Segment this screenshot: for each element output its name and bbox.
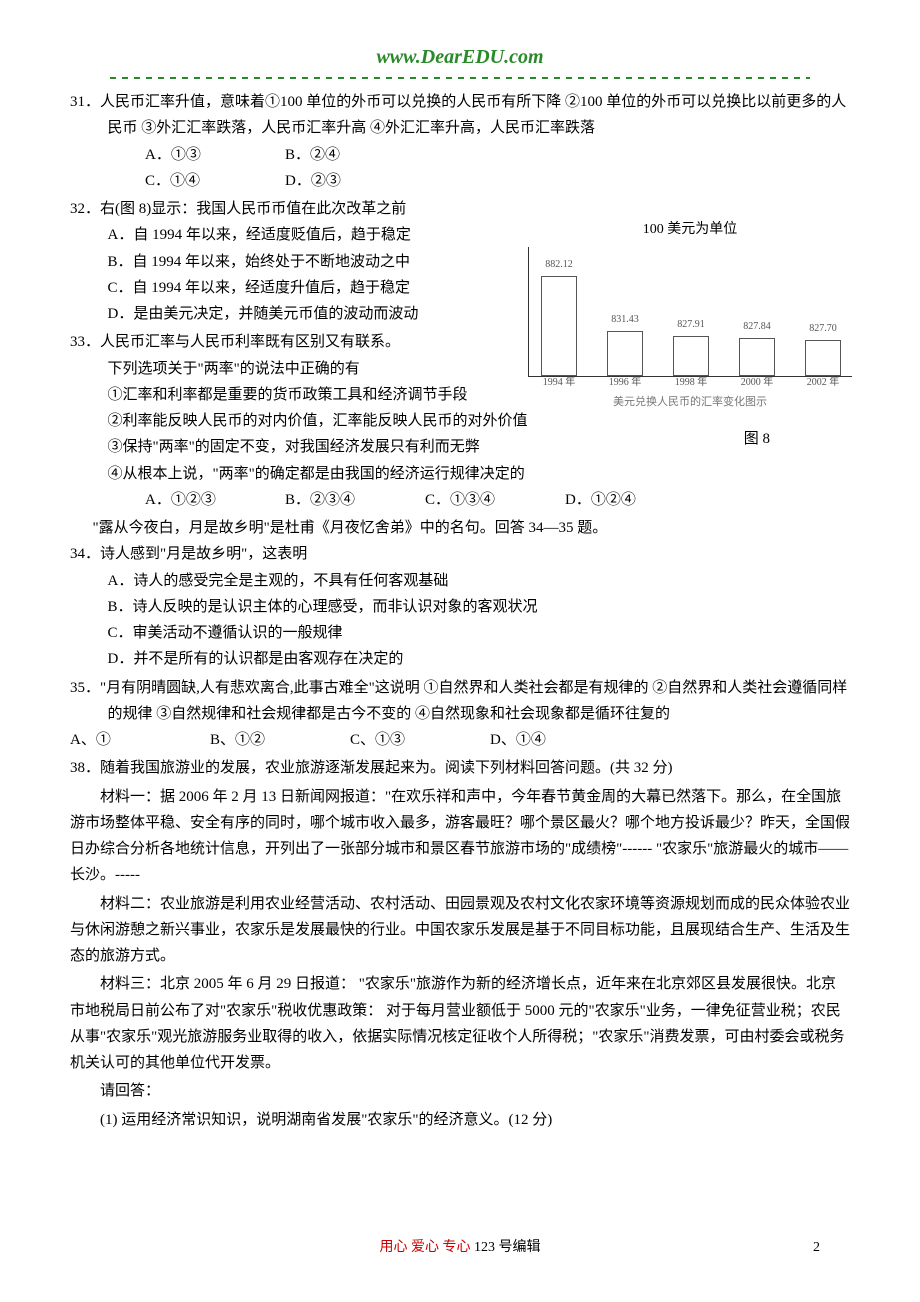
q31-options-row1: A．①③ B．②④ [70, 142, 850, 168]
q31-opt-a: A．①③ [145, 142, 285, 168]
chart-caption: 美元兑换人民币的汇率变化图示 [520, 393, 860, 412]
chart-bar-value: 827.91 [661, 316, 721, 334]
q32-opt-c: C．自 1994 年以来，经适度升值后，趋于稳定 [70, 275, 490, 301]
q38-sub1: (1) 运用经济常识知识，说明湖南省发展"农家乐"的经济意义。(12 分) [70, 1107, 850, 1133]
q35-stem: 35．"月有阴晴圆缺,人有悲欢离合,此事古难全"这说明 ①自然界和人类社会都是有… [70, 675, 850, 728]
footer-red-text: 用心 爱心 专心 [380, 1240, 471, 1255]
chart-x-label: 2000 年 [727, 374, 787, 392]
q35-options: A、① B、①② C、①③ D、①④ [70, 727, 850, 753]
chart-bar [805, 340, 841, 376]
q31-opt-c: C．①④ [145, 168, 285, 194]
chart-bar-value: 882.12 [529, 256, 589, 274]
q35-opt-b: B、①② [210, 727, 350, 753]
question-31: 31．人民币汇率升值，意味着①100 单位的外币可以兑换的人民币有所下降 ②10… [70, 89, 850, 194]
chart-bar [607, 331, 643, 376]
q33-line4: ③保持"两率"的固定不变，对我国经济发展只有利而无弊 [70, 434, 850, 460]
q35-opt-d: D、①④ [490, 727, 630, 753]
page-number: 2 [813, 1236, 820, 1261]
footer-black-text: 123 号编辑 [471, 1240, 541, 1255]
page-footer: 用心 爱心 专心 123 号编辑 [0, 1236, 920, 1261]
q33-options: A．①②③ B．②③④ C．①③④ D．①②④ [70, 487, 850, 513]
chart-bar-value: 827.84 [727, 318, 787, 336]
q31-options-row2: C．①④ D．②③ [70, 168, 850, 194]
q34-opt-c: C．审美活动不遵循认识的一般规律 [70, 620, 850, 646]
chart-area: 882.121994 年831.431996 年827.911998 年827.… [528, 247, 852, 377]
chart-bar-value: 831.43 [595, 311, 655, 329]
q33-line5: ④从根本上说，"两率"的确定都是由我国的经济运行规律决定的 [70, 461, 850, 487]
q38-ask: 请回答： [70, 1078, 850, 1104]
q38-material-2: 材料二：农业旅游是利用农业经营活动、农村活动、田园景观及农村文化农家环境等资源规… [70, 891, 850, 970]
q32-opt-d: D．是由美元决定，并随美元币值的波动而波动 [70, 301, 490, 327]
header-divider [110, 77, 810, 79]
chart-x-label: 1994 年 [529, 374, 589, 392]
chart-x-label: 1998 年 [661, 374, 721, 392]
q31-opt-d: D．②③ [285, 168, 425, 194]
q33-opt-a: A．①②③ [145, 487, 285, 513]
chart-title: 100 美元为单位 [520, 218, 860, 243]
site-logo: www.DearEDU.com [70, 40, 850, 75]
chart-x-label: 1996 年 [595, 374, 655, 392]
q38-material-3: 材料三：北京 2005 年 6 月 29 日报道： "农家乐"旅游作为新的经济增… [70, 971, 850, 1076]
q33-line3: ②利率能反映人民币的对内价值，汇率能反映人民币的对外价值 [70, 408, 850, 434]
q38-stem: 38．随着我国旅游业的发展，农业旅游逐渐发展起来为。阅读下列材料回答问题。(共 … [70, 755, 850, 781]
figure-label: 图 8 [744, 426, 770, 452]
q34-stem: 34．诗人感到"月是故乡明"，这表明 [70, 541, 850, 567]
q34-opt-d: D．并不是所有的认识都是由客观存在决定的 [70, 646, 850, 672]
chart-bar [541, 276, 577, 376]
q33-opt-b: B．②③④ [285, 487, 425, 513]
chart-bar [673, 336, 709, 376]
q34-opt-b: B．诗人反映的是认识主体的心理感受，而非认识对象的客观状况 [70, 594, 850, 620]
q33-opt-d: D．①②④ [565, 487, 705, 513]
q31-opt-b: B．②④ [285, 142, 425, 168]
question-35: 35．"月有阴晴圆缺,人有悲欢离合,此事古难全"这说明 ①自然界和人类社会都是有… [70, 675, 850, 754]
q32-opt-b: B．自 1994 年以来，始终处于不断地波动之中 [70, 249, 490, 275]
q35-opt-a: A、① [70, 727, 210, 753]
question-38: 38．随着我国旅游业的发展，农业旅游逐渐发展起来为。阅读下列材料回答问题。(共 … [70, 755, 850, 1133]
question-34: 34．诗人感到"月是故乡明"，这表明 A．诗人的感受完全是主观的，不具有任何客观… [70, 541, 850, 672]
q38-material-1: 材料一：据 2006 年 2 月 13 日新闻网报道："在欢乐祥和声中，今年春节… [70, 784, 850, 889]
chart-x-label: 2002 年 [793, 374, 853, 392]
q32-opt-a: A．自 1994 年以来，经适度贬值后，趋于稳定 [70, 222, 490, 248]
chart-bar [739, 338, 775, 376]
q33-opt-c: C．①③④ [425, 487, 565, 513]
q31-stem: 31．人民币汇率升值，意味着①100 单位的外币可以兑换的人民币有所下降 ②10… [70, 89, 850, 142]
chart-bar-value: 827.70 [793, 320, 853, 338]
figure-8-chart: 100 美元为单位 882.121994 年831.431996 年827.91… [520, 218, 860, 412]
q35-opt-c: C、①③ [350, 727, 490, 753]
intro-34-35: "露从今夜白，月是故乡明"是杜甫《月夜忆舍弟》中的名句。回答 34—35 题。 [70, 515, 850, 541]
q34-opt-a: A．诗人的感受完全是主观的，不具有任何客观基础 [70, 568, 850, 594]
